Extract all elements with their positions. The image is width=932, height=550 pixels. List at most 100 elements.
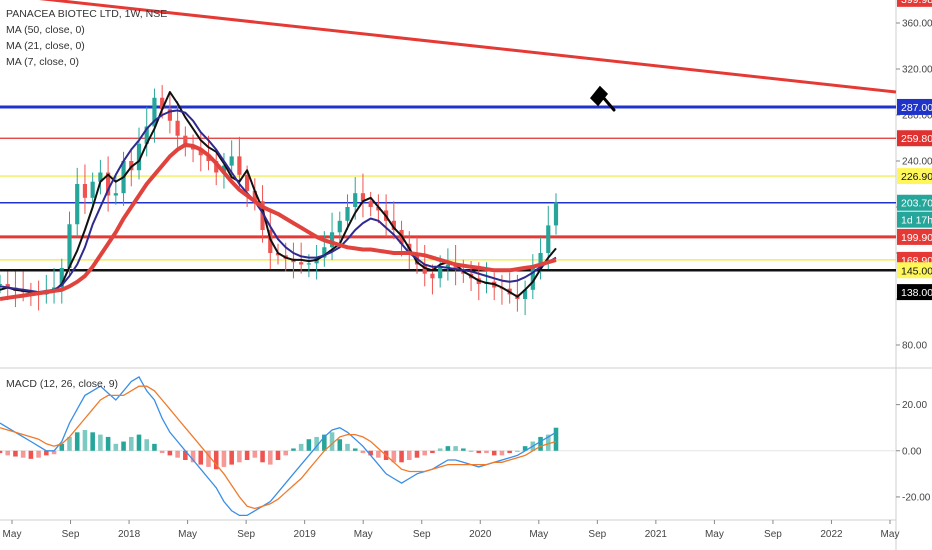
macd-histogram-bar [267, 450, 273, 465]
candle[interactable] [353, 193, 358, 207]
macd-histogram-bar [275, 450, 281, 460]
candle[interactable] [106, 172, 111, 196]
candle[interactable] [260, 201, 265, 230]
macd-histogram-bar [491, 450, 497, 456]
candle[interactable] [67, 224, 72, 268]
candle[interactable] [59, 267, 64, 288]
candle[interactable] [268, 230, 273, 253]
candle[interactable] [0, 284, 3, 286]
price-tag [897, 130, 932, 147]
candle[interactable] [144, 126, 149, 144]
candle[interactable] [337, 220, 342, 233]
candle[interactable] [445, 264, 450, 268]
candle[interactable] [237, 156, 242, 175]
candle[interactable] [160, 97, 165, 110]
macd-histogram-bar [283, 450, 289, 456]
macd-histogram-bar [213, 450, 219, 470]
time-tick-label: 2020 [469, 529, 492, 540]
macd-tick-label: -20.00 [902, 492, 931, 503]
macd-histogram-bar [445, 446, 451, 451]
macd-histogram-bar [198, 450, 204, 465]
ma7-legend[interactable]: MA (7, close, 0) [6, 56, 79, 68]
price-tag-label: 287.00 [901, 102, 932, 114]
candle[interactable] [5, 284, 10, 288]
ma50-legend[interactable]: MA (50, close, 0) [6, 24, 85, 36]
candle[interactable] [546, 225, 551, 253]
candle[interactable] [430, 273, 435, 279]
price-tag [897, 228, 932, 245]
candle[interactable] [368, 201, 373, 207]
candle[interactable] [113, 193, 118, 196]
macd-histogram-bar [314, 436, 319, 451]
candle[interactable] [438, 267, 443, 279]
time-tick-label: 2019 [294, 529, 317, 540]
macd-histogram-bar [128, 436, 134, 451]
candle[interactable] [75, 184, 80, 225]
symbol-title[interactable]: PANACEA BIOTEC LTD, 1W, NSE [6, 8, 168, 20]
trend-line[interactable] [0, 0, 897, 94]
candle[interactable] [376, 207, 381, 211]
macd-histogram-bar [244, 450, 250, 460]
candle[interactable] [98, 172, 103, 182]
candle[interactable] [175, 120, 180, 136]
price-tag-label: 226.90 [901, 171, 932, 183]
price-tag [897, 0, 932, 7]
moving-average-line[interactable] [0, 109, 557, 294]
candle[interactable] [530, 266, 535, 290]
macd-histogram-bar [368, 450, 373, 456]
drawing-marker-icon[interactable] [589, 85, 616, 112]
candle[interactable] [299, 262, 304, 265]
time-tick-label: Sep [237, 529, 255, 540]
candle[interactable] [391, 220, 396, 230]
candle[interactable] [167, 109, 172, 121]
moving-average-line[interactable] [0, 91, 557, 298]
candle[interactable] [360, 193, 366, 202]
candle[interactable] [523, 289, 528, 299]
candle[interactable] [229, 156, 234, 166]
candle[interactable] [345, 207, 350, 221]
macd-histogram-bar [51, 450, 57, 455]
macd-histogram-bar [13, 450, 18, 457]
macd-histogram-bar [337, 439, 343, 451]
candle[interactable] [90, 181, 95, 198]
macd-series-line[interactable] [0, 385, 557, 510]
macd-histogram-bar [20, 450, 26, 458]
macd-histogram-bar [229, 450, 234, 465]
price-tag-label: 203.70 [901, 198, 932, 210]
candle[interactable] [136, 143, 142, 171]
candle[interactable] [252, 190, 257, 202]
macd-histogram-bar [499, 450, 505, 456]
moving-average-line[interactable] [0, 142, 557, 301]
macd-histogram-bar [406, 450, 412, 460]
candle[interactable] [198, 149, 203, 156]
candle[interactable] [538, 253, 543, 267]
macd-histogram-bar [175, 450, 180, 458]
candle[interactable] [422, 264, 427, 274]
candle[interactable] [306, 263, 311, 265]
macd-histogram-bar [545, 434, 551, 451]
candle[interactable] [329, 232, 335, 248]
candle[interactable] [453, 264, 458, 270]
candle[interactable] [214, 161, 219, 173]
candle[interactable] [183, 135, 188, 148]
time-tick-label: May [3, 529, 22, 540]
candle[interactable] [152, 97, 157, 127]
ma21-legend[interactable]: MA (21, close, 0) [6, 40, 85, 52]
macd-series-line[interactable] [0, 375, 557, 517]
candle[interactable] [82, 184, 88, 198]
candle[interactable] [190, 147, 196, 150]
macd-histogram-bar [437, 448, 443, 451]
price-tag-label: 399.98 [901, 0, 932, 6]
price-tick-label: 280.00 [902, 111, 932, 122]
macd-histogram-bar [414, 450, 420, 458]
macd-legend[interactable]: MACD (12, 26, close, 9) [6, 378, 119, 390]
macd-histogram-bar [44, 450, 49, 456]
candle[interactable] [221, 165, 227, 173]
macd-histogram-bar [298, 443, 304, 451]
candle[interactable] [245, 174, 250, 191]
candle[interactable] [322, 247, 327, 258]
price-tick-label: 320.00 [902, 65, 932, 76]
candle[interactable] [553, 202, 559, 226]
